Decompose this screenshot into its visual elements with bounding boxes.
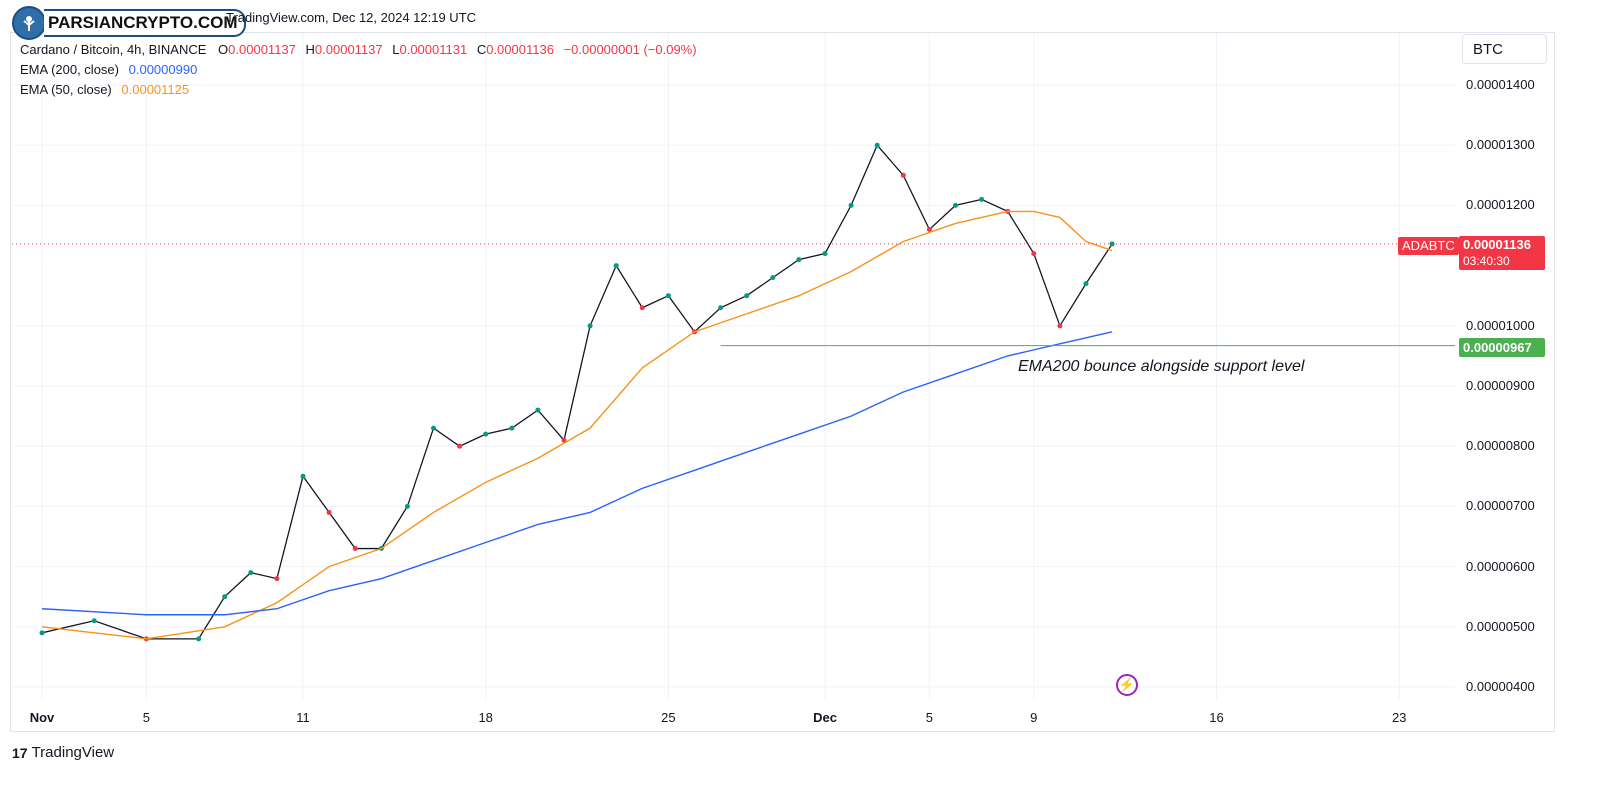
price-tick-label: 0.00000800 [1466,438,1535,454]
ema200-line [41,331,1113,616]
chart-annotation[interactable]: EMA200 bounce alongside support level [1018,358,1305,375]
watermark-logo: PARSIANCRYPTO.COM [12,6,246,40]
price-tick-label: 0.00000900 [1466,378,1535,393]
price-point [900,172,906,178]
ema50-line [41,210,1113,640]
price-point [483,431,489,437]
price-point [1057,323,1063,329]
price-point [326,509,332,515]
date-tick-label: 25 [661,710,676,725]
price-point [848,202,854,208]
price-point [718,305,724,311]
countdown-value: 03:40:30 [1463,254,1510,268]
price-point [248,570,254,576]
currency-selector[interactable]: BTC [1462,34,1547,64]
support-price-tag: 0.00000967 [1459,338,1545,357]
price-point [535,407,541,413]
chart-frame [10,32,1555,732]
date-tick-label: 5 [142,710,151,725]
date-tick-label: 16 [1209,710,1224,725]
price-point [822,251,828,257]
price-line [41,143,1113,640]
price-point [1031,251,1037,257]
price-point [744,293,750,299]
lightning-icon[interactable]: ⚡ [1116,674,1138,696]
date-tick-label: 5 [925,710,934,725]
source-line: TradingView.com, Dec 12, 2024 12:19 UTC [226,10,477,25]
price-point [613,263,619,269]
price-point [509,425,515,431]
tv-icon: 17 [12,744,28,761]
price-point [561,437,567,443]
price-point [1083,281,1089,287]
low-value: 0.00001131 [399,42,468,57]
price-point [665,293,671,299]
high-value: 0.00001137 [314,42,383,57]
price-point [352,546,358,552]
price-point [457,443,463,449]
price-point [639,305,645,311]
legend-ema50[interactable]: EMA (50, close) 0.00001125 [20,82,190,97]
symbol-tag: ADABTC [1398,237,1459,255]
price-point [770,275,776,281]
price-point [979,196,985,202]
price-point [796,257,802,263]
price-point [39,630,45,636]
price-tick-label: 0.00001000 [1466,317,1535,333]
date-tick-label: Dec [813,710,837,725]
price-point [91,618,97,624]
legend-ema200[interactable]: EMA (200, close) 0.00000990 [20,62,198,77]
price-tick-label: 0.00001300 [1466,137,1535,153]
change-value: −0.00000001 (−0.09%) [563,42,697,57]
open-value: 0.00001137 [228,42,296,57]
price-point [431,425,436,431]
ema200-value: 0.00000990 [128,62,198,77]
brand-text: PARSIANCRYPTO.COM [44,9,246,37]
price-point [874,142,880,148]
price-tick-label: 0.00000500 [1466,618,1535,634]
last-price-value: 0.00001136 [1463,237,1531,252]
price-point [274,576,280,582]
price-tick-label: 0.00000600 [1466,558,1535,574]
ema50-value: 0.00001125 [121,82,190,97]
legend-ohlc: Cardano / Bitcoin, 4h, BINANCE O0.000011… [20,42,697,57]
brand-icon [12,6,46,40]
price-tick-label: 0.00000400 [1466,679,1535,694]
date-tick-label: 18 [478,710,493,725]
symbol-title[interactable]: Cardano / Bitcoin, 4h, BINANCE [20,42,207,57]
date-tick-label: Nov [29,710,55,725]
price-tick-label: 0.00001400 [1466,77,1535,92]
date-tick-label: 9 [1030,710,1038,725]
price-point [404,503,410,509]
date-tick-label: 23 [1391,710,1407,725]
date-tick-label: 11 [296,710,310,725]
price-point [587,323,593,329]
last-price-tag: 0.00001136 03:40:30 [1459,236,1545,270]
price-point [222,594,228,600]
price-tick-label: 0.00000700 [1466,498,1535,514]
price-point [300,473,306,479]
close-value: 0.00001136 [486,42,554,57]
price-point [196,636,202,642]
price-point [953,202,958,208]
price-point [926,226,932,232]
price-tick-label: 0.00001200 [1466,197,1535,213]
tradingview-logo[interactable]: 17 TradingView [12,744,115,761]
